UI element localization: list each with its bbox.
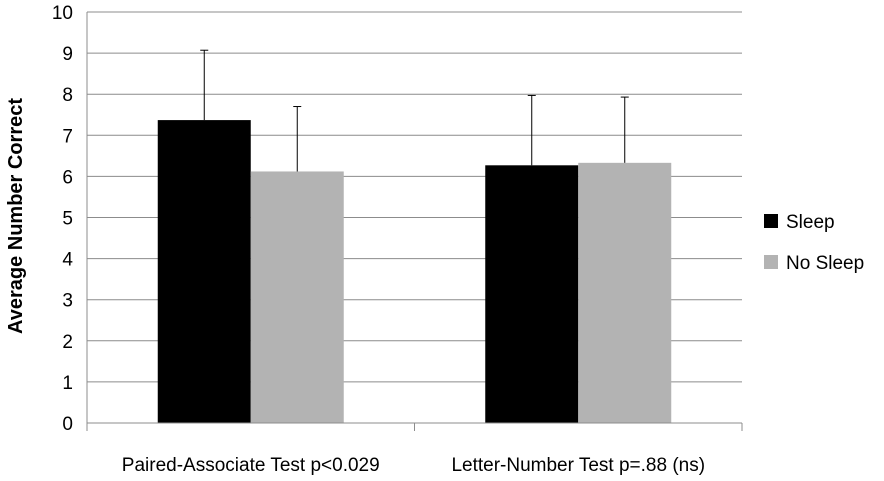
- y-tick-label: 6: [62, 167, 73, 188]
- category-label: Letter-Number Test p=.88 (ns): [451, 455, 705, 476]
- bar-sleep-1: [485, 165, 579, 424]
- y-tick-label: 3: [62, 291, 73, 312]
- category-labels: Paired-Associate Test p<0.029 Letter-Numb…: [122, 455, 705, 476]
- bar-sleep-0: [157, 120, 251, 423]
- y-tick-labels: 0 1 2 3 4 5 6 7 8 9 10: [52, 3, 74, 435]
- legend-label: No Sleep: [786, 253, 864, 274]
- legend-label: Sleep: [786, 212, 835, 233]
- bars-group: [157, 120, 672, 424]
- bar-no-sleep-0: [250, 171, 344, 423]
- category-label: Paired-Associate Test p<0.029: [122, 455, 380, 476]
- y-tick-label: 2: [62, 332, 73, 353]
- y-tick-label: 10: [52, 3, 73, 24]
- legend-swatch-no-sleep: [764, 255, 778, 269]
- y-tick-label: 0: [62, 414, 73, 435]
- bar-no-sleep-1: [578, 162, 672, 423]
- legend: Sleep No Sleep: [764, 212, 864, 274]
- legend-swatch-sleep: [764, 214, 778, 228]
- axes-group: [86, 12, 743, 431]
- y-tick-label: 4: [62, 250, 73, 271]
- y-tick-label: 9: [62, 44, 73, 65]
- y-tick-label: 1: [62, 373, 73, 394]
- error-bars-group: [200, 49, 629, 172]
- y-tick-label: 5: [62, 209, 73, 230]
- y-tick-label: 8: [62, 85, 73, 106]
- y-axis-label: Average Number Correct: [5, 98, 27, 334]
- y-tick-label: 7: [62, 126, 73, 147]
